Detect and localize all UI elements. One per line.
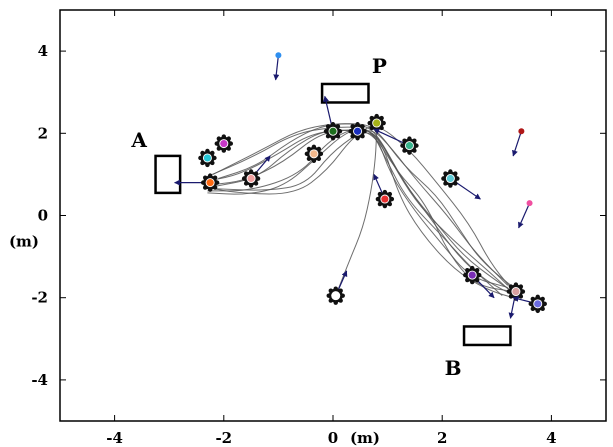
region-a-box: [154, 154, 182, 195]
region-a-label: A: [130, 128, 147, 152]
robot-marker-8: [400, 136, 419, 155]
y-axis-unit: (m): [9, 233, 39, 251]
trajectory-line-9: [212, 129, 508, 288]
robot-color-3: [247, 174, 255, 183]
robot-color-8: [405, 142, 414, 150]
region-b-label: B: [445, 356, 462, 380]
trajectory-line-2: [218, 123, 517, 290]
robot-marker-2: [214, 134, 233, 153]
person-dot-16: [518, 128, 525, 135]
robot-marker-6: [348, 122, 367, 141]
robot-color-2: [220, 139, 228, 148]
robot-marker-11: [441, 169, 460, 188]
y-tick-label-3: 2: [38, 124, 48, 142]
robot-marker-5: [323, 122, 343, 141]
robot-color-6: [353, 127, 362, 135]
heading-arrow-17: [518, 202, 531, 229]
robot-color-1: [203, 154, 212, 162]
y-tick-label-0: -4: [31, 371, 48, 389]
robot-marker-0: [200, 173, 220, 192]
y-tick-label-4: 4: [38, 42, 48, 60]
region-p-label: P: [372, 54, 387, 78]
robot-color-7: [373, 119, 381, 127]
robot-color-5: [329, 127, 337, 135]
x-tick-label-0: -4: [106, 429, 123, 447]
robot-marker-4: [304, 144, 324, 164]
agent-layer: [174, 52, 547, 319]
x-tick-label-1: -2: [215, 429, 232, 447]
robot-marker-3: [241, 169, 261, 188]
heading-arrow-15: [273, 55, 280, 81]
robot-color-4: [310, 150, 318, 158]
robot-color-9: [381, 195, 389, 203]
robot-marker-13: [506, 282, 526, 301]
trajectory-line-4: [212, 123, 519, 299]
trajectory-line-7: [215, 126, 517, 294]
robot-color-13: [512, 287, 520, 296]
robot-marker-7: [367, 113, 386, 133]
robot-color-11: [446, 174, 454, 183]
y-tick-label-2: 0: [38, 207, 48, 225]
tick-layer: -4 -2 0 2 4 -4 -2 0 2 4: [31, 10, 606, 447]
x-tick-label-4: 4: [546, 429, 556, 447]
y-tick-label-1: -2: [31, 289, 48, 307]
region-layer: A P B: [130, 54, 512, 380]
robot-color-0: [206, 179, 214, 187]
trajectory-line-8: [207, 126, 514, 299]
region-b-box: [462, 325, 512, 347]
robot-marker-12: [463, 265, 482, 285]
person-dot-15: [275, 52, 282, 59]
heading-arrow-16: [512, 131, 522, 157]
robot-color-12: [468, 271, 476, 279]
x-tick-label-2: 0: [328, 429, 338, 447]
robot-marker-10: [326, 286, 345, 305]
robot-color-10: [332, 292, 340, 300]
region-p-box: [320, 82, 370, 104]
trajectory-line-10: [335, 129, 378, 296]
trajectory-line-3: [204, 130, 509, 286]
robot-marker-14: [528, 294, 547, 314]
robot-marker-1: [198, 148, 217, 168]
robot-marker-9: [375, 189, 395, 209]
x-tick-label-3: 2: [437, 429, 447, 447]
person-dot-17: [526, 200, 533, 207]
robot-color-14: [534, 300, 542, 308]
x-axis-unit: (m): [350, 429, 380, 447]
